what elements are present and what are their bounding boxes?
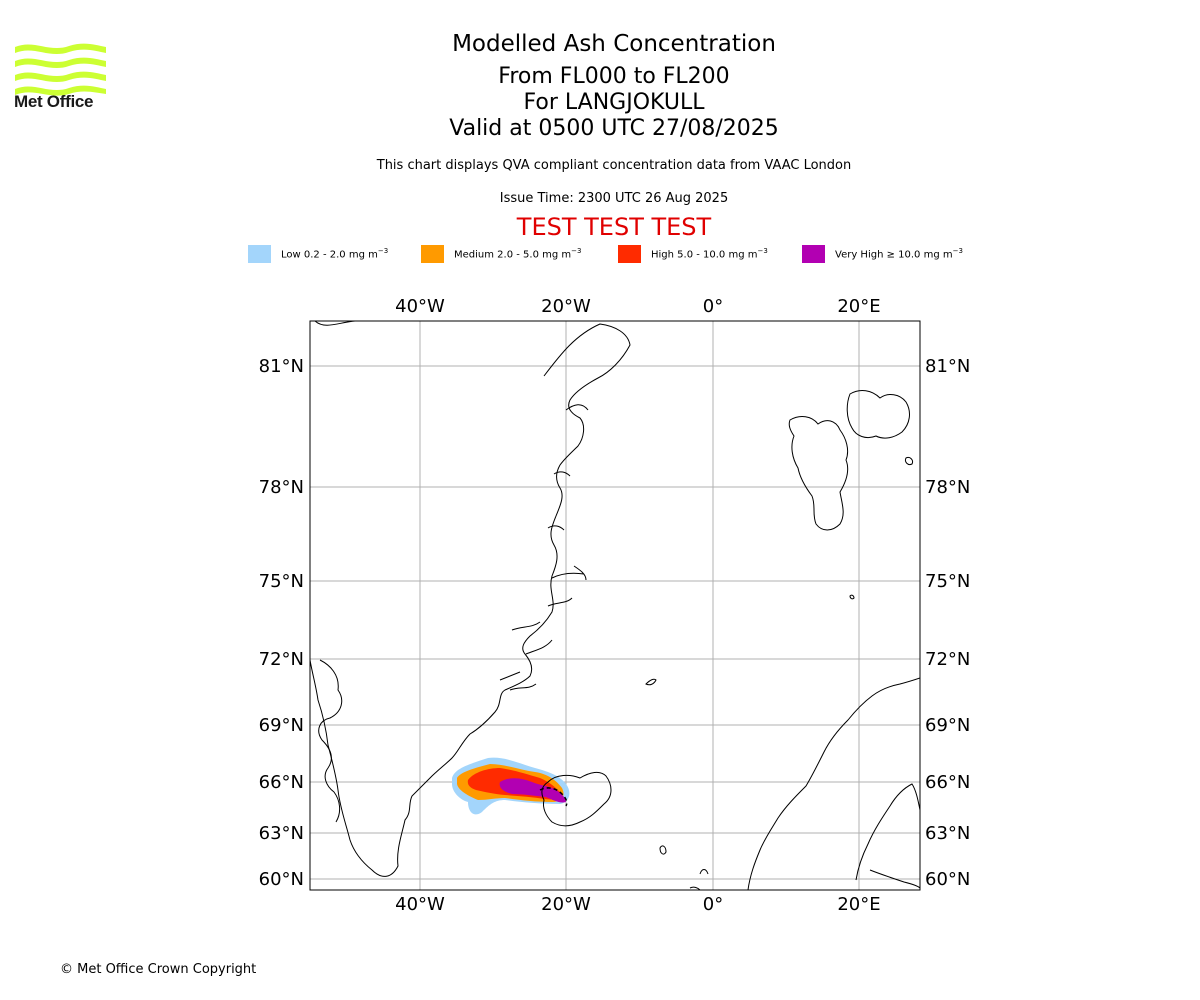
legend-item-very-high: Very High ≥ 10.0 mg m−3 [802, 244, 963, 264]
lat-label-right: 66°N [925, 772, 970, 793]
lat-label-left: 60°N [259, 869, 304, 890]
lat-label-left: 75°N [259, 571, 304, 592]
lon-label-top: 20°E [837, 296, 880, 317]
legend-swatch-very-high [802, 245, 825, 263]
met-office-logo-icon [15, 43, 106, 96]
ash-plume [452, 757, 570, 815]
map-gridlines [310, 321, 920, 890]
lat-label-left: 81°N [259, 356, 304, 377]
lat-label-right: 60°N [925, 869, 970, 890]
lat-label-right: 78°N [925, 477, 970, 498]
map-frame [309, 320, 921, 891]
legend-item-high: High 5.0 - 10.0 mg m−3 [618, 244, 768, 264]
coast-norway [747, 677, 920, 890]
lat-labels-right: 81°N 78°N 75°N 72°N 69°N 66°N 63°N 60°N [925, 356, 970, 890]
lat-label-right: 63°N [925, 823, 970, 844]
flight-level-range: From FL000 to FL200 [498, 64, 730, 89]
lat-label-right: 81°N [925, 356, 970, 377]
lon-label-bottom: 20°E [837, 894, 880, 915]
lon-label-bottom: 0° [703, 894, 723, 915]
qva-compliance-note: This chart displays QVA compliant concen… [376, 158, 852, 173]
lon-label-top: 20°W [541, 296, 591, 317]
coast-faroe [659, 845, 709, 890]
coast-iceland [541, 771, 612, 827]
lat-label-right: 69°N [925, 715, 970, 736]
lat-label-right: 75°N [925, 571, 970, 592]
lon-label-top: 40°W [395, 296, 445, 317]
lat-label-right: 72°N [925, 649, 970, 670]
ash-plume-very-high [499, 778, 566, 803]
legend-swatch-low [248, 245, 271, 263]
test-banner: TEST TEST TEST [516, 213, 712, 241]
lon-label-bottom: 20°W [541, 894, 591, 915]
valid-time: Valid at 0500 UTC 27/08/2025 [449, 116, 779, 141]
lon-labels-bottom: 40°W 20°W 0° 20°E [395, 894, 880, 915]
chart-title: Modelled Ash Concentration [452, 31, 776, 57]
logo-text: Met Office [14, 92, 94, 111]
legend-label-low: Low 0.2 - 2.0 mg m−3 [281, 247, 389, 261]
coast-iceland-volcano-border [539, 787, 568, 807]
legend-swatch-medium [421, 245, 444, 263]
lon-label-bottom: 40°W [395, 894, 445, 915]
coast-greenland-fjords [318, 565, 587, 823]
legend-item-low: Low 0.2 - 2.0 mg m−3 [248, 244, 388, 264]
legend-swatch-high [618, 245, 641, 263]
lat-label-left: 78°N [259, 477, 304, 498]
legend-label-very-high: Very High ≥ 10.0 mg m−3 [835, 247, 963, 261]
legend-item-medium: Medium 2.0 - 5.0 mg m−3 [421, 244, 581, 264]
legend-label-high: High 5.0 - 10.0 mg m−3 [651, 247, 768, 261]
coastlines [310, 321, 920, 890]
volcano-name: For LANGJOKULL [523, 90, 705, 115]
issue-time: Issue Time: 2300 UTC 26 Aug 2025 [499, 191, 729, 206]
lon-labels-top: 40°W 20°W 0° 20°E [395, 296, 880, 317]
lat-label-left: 69°N [259, 715, 304, 736]
lon-label-top: 0° [703, 296, 723, 317]
coast-jan-mayen [645, 594, 855, 686]
legend-label-medium: Medium 2.0 - 5.0 mg m−3 [454, 247, 582, 261]
coast-scandinavia [855, 783, 920, 889]
lat-label-left: 63°N [259, 823, 304, 844]
copyright: © Met Office Crown Copyright [60, 962, 257, 977]
lat-labels-left: 81°N 78°N 75°N 72°N 69°N 66°N 63°N 60°N [259, 356, 304, 890]
coast-greenland-north [547, 404, 589, 531]
lat-label-left: 72°N [259, 649, 304, 670]
coast-svalbard [788, 390, 913, 531]
lat-label-left: 66°N [259, 772, 304, 793]
